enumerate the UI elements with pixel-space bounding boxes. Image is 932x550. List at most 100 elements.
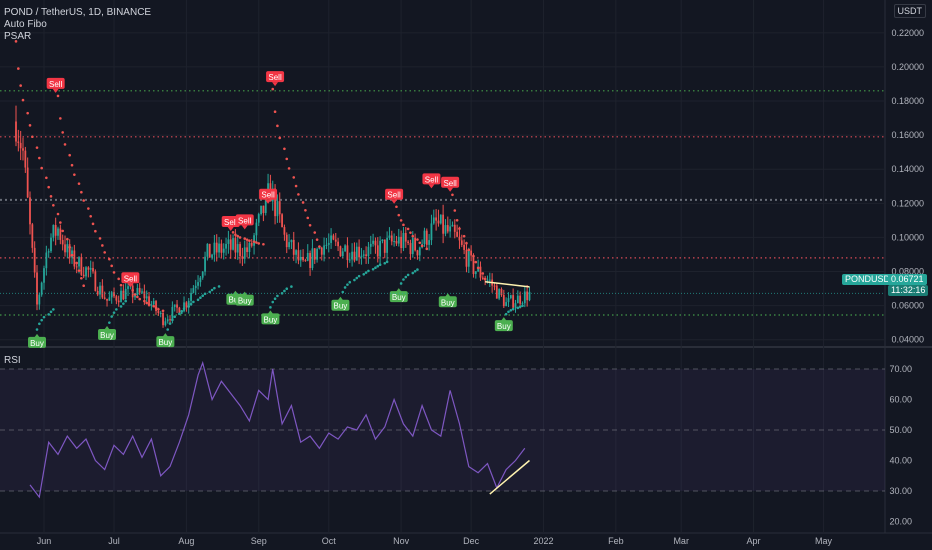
sell-signal-text: Sell [443,179,457,188]
time-axis-label: Jul [108,536,120,546]
psar-dot [40,166,43,170]
time-axis-label: Feb [608,536,624,546]
psar-dot [273,110,277,114]
candle-body [204,256,206,272]
candle-body [54,224,57,236]
candle-body [192,288,195,293]
psar-dot [115,308,118,311]
candle-body [495,285,498,299]
candle-body [199,277,202,283]
sell-arrow [127,283,134,288]
psar-dot [66,237,69,241]
psar-dot [217,285,221,288]
candle-body [145,296,148,299]
indicator-psar[interactable]: PSAR [4,31,32,42]
candle-body [85,267,87,277]
candle-body [337,241,339,247]
buy-signal-text: Buy [441,298,455,307]
candle-body [211,254,213,258]
candle-body [96,291,99,295]
rsi-axis-label: 30.00 [889,486,912,496]
candle-body [360,255,363,258]
candle-body [519,295,522,304]
candle-body [481,277,484,280]
psar-dot [110,264,113,268]
candle-body [288,242,290,248]
candle-body [435,217,438,221]
sell-signal-text: Sell [387,191,401,200]
psar-dot [56,94,60,98]
buy-signal [331,299,350,311]
psar-dot [411,271,415,275]
psar-dot [59,117,62,120]
currency-unit-button[interactable]: USDT [893,4,926,18]
psar-dot [19,84,22,87]
candle-body [171,306,174,320]
candle-body [115,296,118,301]
candle-body [22,148,24,151]
indicator-auto-fibo[interactable]: Auto Fibo [4,19,47,30]
psar-dot [518,305,522,309]
symbol-price-tag: PONDUSDT [842,274,899,285]
psar-dot [61,229,64,233]
candle-body [57,228,59,236]
psar-dot [255,241,258,244]
psar-dot [124,299,127,303]
psar-dot [257,242,261,245]
candle-body [215,242,218,253]
candle-body [248,242,251,252]
psar-dot [154,306,158,310]
buy-signal-text: Buy [30,339,44,348]
psar-dot [420,244,424,248]
candle-body [108,297,111,301]
time-axis-label: Apr [747,536,761,546]
candle-body [159,312,162,314]
psar-dot [294,184,298,188]
indicator-rsi[interactable]: RSI [4,355,21,366]
price-axis-label: 0.20000 [891,62,924,72]
candle-body [197,282,199,286]
candle-body [523,291,526,304]
psar-dot [59,221,62,224]
candle-body [117,300,120,303]
rsi-axis-label: 20.00 [889,517,912,527]
candle-body [292,239,295,255]
candle-body [190,292,192,301]
psar-dot [42,315,46,319]
candle-body [283,227,286,235]
buy-signal-text: Buy [334,302,348,311]
sell-arrow [428,184,435,189]
candle-body [369,243,372,247]
candle-body [208,243,211,258]
psar-dot [276,294,279,298]
candle-body [507,298,510,303]
psar-dot [119,305,123,308]
price-axis-label: 0.04000 [891,335,924,345]
candle-body [353,251,356,261]
candle-body [351,251,353,260]
psar-dot [234,233,237,236]
price-axis-label: 0.14000 [891,164,924,174]
candle-body [68,244,71,258]
candle-body [418,247,421,256]
psar-dot [101,244,104,247]
candle-body [341,251,344,257]
candle-body [344,245,346,252]
candle-body [201,271,204,278]
psar-dot [283,289,286,293]
psar-dot [516,306,520,310]
psar-dot [136,295,139,299]
buy-signal-text: Buy [158,338,172,347]
candle-body [206,243,209,257]
buy-signal-text: Buy [392,293,406,302]
time-axis-label: Mar [673,536,689,546]
psar-dot [399,282,403,285]
candle-body [437,220,440,224]
psar-dot [287,167,291,170]
symbol-legend[interactable]: POND / TetherUS, 1D, BINANCE [4,7,152,18]
candle-body [465,249,468,267]
candle-body [50,237,52,252]
candle-body [428,240,431,245]
candle-body [467,250,470,267]
